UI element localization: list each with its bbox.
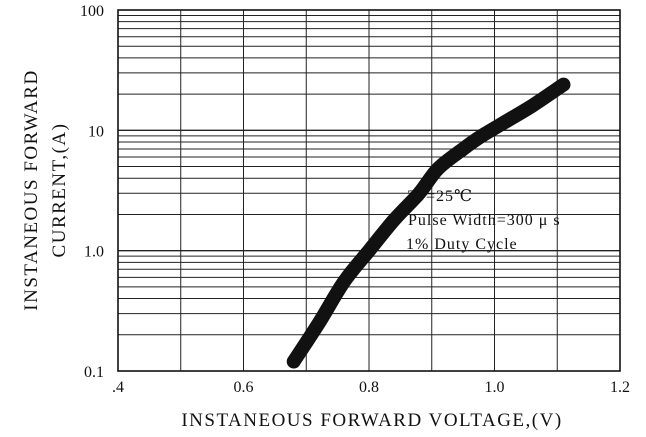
y-tick-label: 1.0 [84,244,104,261]
annotation-duty-cycle: 1% Duty Cycle [406,236,518,253]
y-axis-label-line-1: INSTANEOUS FORWARD [21,69,42,310]
y-tick-label: 0.1 [84,364,104,381]
y-tick-label: 100 [80,3,104,20]
x-tick-label: .4 [112,379,124,396]
x-tick-label: 1.2 [610,379,630,396]
series-line-forward-current [286,77,571,369]
annotation-pulse-width: Pulse Width=300 μ s [408,212,561,229]
grid [118,10,620,371]
x-axis-label: INSTANEOUS FORWARD VOLTAGE,(V) [181,410,562,431]
y-tick-label: 10 [88,123,104,140]
y-axis-label-line-2: CURRENT,(A) [49,123,70,258]
x-tick-label: 0.8 [359,379,379,396]
annotation-junction-temp: TJ=25℃ [408,188,473,205]
x-tick-label: 0.6 [234,379,254,396]
y-tick-labels: 0.1 1.0 10 100 [80,3,104,381]
plot-frame [117,9,621,372]
x-tick-labels: .4 0.6 0.8 1.0 1.2 [112,379,630,396]
x-tick-label: 1.0 [485,379,505,396]
test-conditions-annotation: TJ=25℃ Pulse Width=300 μ s 1% Duty Cycle [406,188,561,253]
